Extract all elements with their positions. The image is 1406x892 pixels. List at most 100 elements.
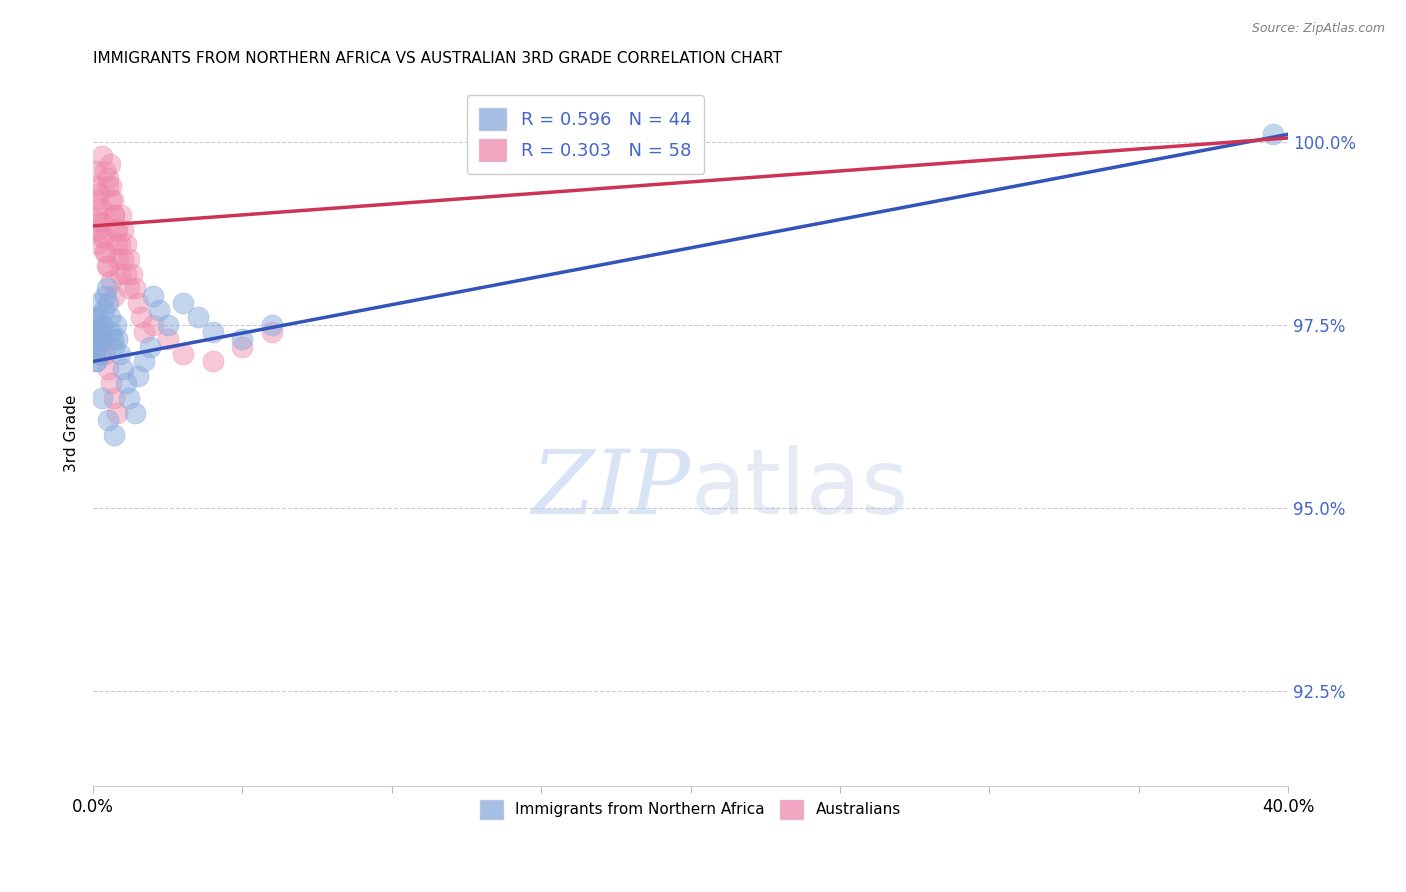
Text: IMMIGRANTS FROM NORTHERN AFRICA VS AUSTRALIAN 3RD GRADE CORRELATION CHART: IMMIGRANTS FROM NORTHERN AFRICA VS AUSTR… bbox=[93, 51, 782, 66]
Point bbox=[83, 340, 105, 354]
Point bbox=[129, 310, 152, 325]
Point bbox=[156, 318, 179, 332]
Point bbox=[87, 186, 110, 200]
Point bbox=[105, 222, 128, 236]
Point bbox=[172, 347, 194, 361]
Y-axis label: 3rd Grade: 3rd Grade bbox=[65, 394, 79, 472]
Point bbox=[83, 164, 105, 178]
Point bbox=[84, 354, 107, 368]
Point bbox=[91, 149, 114, 163]
Point bbox=[90, 201, 112, 215]
Point bbox=[127, 296, 149, 310]
Point bbox=[111, 222, 134, 236]
Point bbox=[201, 354, 224, 368]
Point bbox=[91, 318, 114, 332]
Point bbox=[84, 354, 107, 368]
Point bbox=[104, 222, 127, 236]
Point bbox=[96, 281, 118, 295]
Point bbox=[142, 318, 165, 332]
Point bbox=[103, 427, 125, 442]
Point bbox=[98, 310, 121, 325]
Point bbox=[94, 244, 117, 259]
Point bbox=[115, 237, 138, 252]
Point bbox=[127, 369, 149, 384]
Text: Source: ZipAtlas.com: Source: ZipAtlas.com bbox=[1251, 22, 1385, 36]
Point bbox=[91, 230, 114, 244]
Point bbox=[231, 333, 253, 347]
Point bbox=[94, 244, 117, 259]
Point bbox=[94, 288, 117, 302]
Point bbox=[262, 318, 284, 332]
Point bbox=[86, 296, 108, 310]
Point bbox=[91, 333, 114, 347]
Text: ZIP: ZIP bbox=[531, 446, 690, 533]
Point bbox=[98, 156, 121, 170]
Point bbox=[124, 281, 146, 295]
Point bbox=[108, 237, 131, 252]
Point bbox=[105, 333, 128, 347]
Point bbox=[148, 303, 170, 318]
Point bbox=[101, 194, 124, 208]
Point bbox=[84, 333, 107, 347]
Point bbox=[96, 259, 118, 273]
Point bbox=[97, 296, 120, 310]
Point bbox=[104, 318, 127, 332]
Point bbox=[97, 413, 120, 427]
Point bbox=[118, 252, 141, 266]
Point bbox=[87, 325, 110, 339]
Point bbox=[94, 347, 117, 361]
Point bbox=[118, 281, 141, 295]
Point bbox=[97, 361, 120, 376]
Point bbox=[115, 376, 138, 391]
Point bbox=[93, 303, 115, 318]
Point bbox=[103, 391, 125, 405]
Point bbox=[89, 347, 111, 361]
Point bbox=[83, 318, 105, 332]
Point bbox=[90, 333, 112, 347]
Point bbox=[142, 288, 165, 302]
Point bbox=[101, 333, 124, 347]
Point bbox=[118, 391, 141, 405]
Point bbox=[94, 164, 117, 178]
Point bbox=[108, 267, 131, 281]
Point bbox=[107, 252, 129, 266]
Legend: Immigrants from Northern Africa, Australians: Immigrants from Northern Africa, Austral… bbox=[474, 794, 907, 825]
Point bbox=[115, 267, 138, 281]
Point bbox=[100, 274, 122, 288]
Point bbox=[132, 325, 155, 339]
Point bbox=[86, 340, 108, 354]
Point bbox=[124, 406, 146, 420]
Point bbox=[231, 340, 253, 354]
Point bbox=[84, 178, 107, 193]
Point bbox=[100, 376, 122, 391]
Point bbox=[86, 222, 108, 236]
Point bbox=[105, 406, 128, 420]
Point bbox=[103, 288, 125, 302]
Point bbox=[201, 325, 224, 339]
Point bbox=[156, 333, 179, 347]
Point bbox=[121, 267, 143, 281]
Point bbox=[100, 194, 122, 208]
Point bbox=[111, 252, 134, 266]
Point bbox=[97, 259, 120, 273]
Point bbox=[87, 215, 110, 229]
Point bbox=[172, 296, 194, 310]
Point bbox=[97, 171, 120, 186]
Point bbox=[97, 178, 120, 193]
Point bbox=[187, 310, 209, 325]
Point bbox=[100, 325, 122, 339]
Point bbox=[91, 391, 114, 405]
Point bbox=[87, 310, 110, 325]
Point bbox=[105, 237, 128, 252]
Point bbox=[132, 354, 155, 368]
Point bbox=[103, 208, 125, 222]
Point bbox=[91, 215, 114, 229]
Point bbox=[83, 310, 105, 325]
Point bbox=[262, 325, 284, 339]
Point bbox=[111, 361, 134, 376]
Point bbox=[100, 178, 122, 193]
Text: atlas: atlas bbox=[690, 445, 908, 533]
Point bbox=[110, 208, 132, 222]
Point bbox=[83, 325, 105, 339]
Point bbox=[1261, 128, 1284, 142]
